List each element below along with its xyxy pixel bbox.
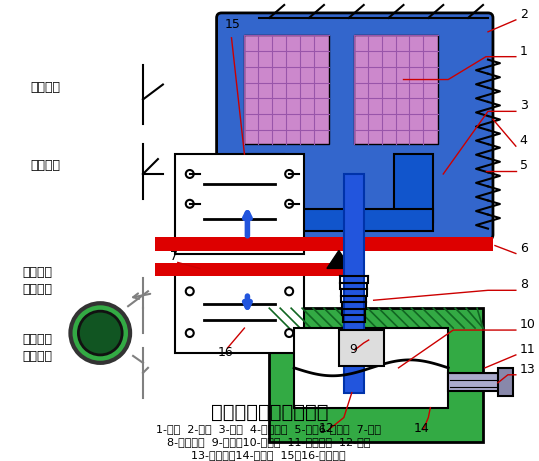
Text: 15: 15 (225, 18, 240, 31)
Bar (448, 373, 508, 391)
Bar (155, 236, 493, 250)
Bar (498, 368, 513, 396)
Text: 16: 16 (218, 346, 233, 359)
Text: 通电延时型时间继电器: 通电延时型时间继电器 (211, 403, 328, 422)
Text: 延时断开
常闭触头: 延时断开 常闭触头 (23, 266, 53, 296)
Text: 9: 9 (349, 343, 357, 356)
Text: 8-塔形弹簧  9-弱弹簧10-橡皮膜  11-空气室壁  12-活塞: 8-塔形弹簧 9-弱弹簧10-橡皮膜 11-空气室壁 12-活塞 (167, 437, 370, 448)
Text: 1-线圈  2-铁心  3-衔铁  4-反力弹簧  5-推板6-活塞杆  7-杠杆: 1-线圈 2-铁心 3-衔铁 4-反力弹簧 5-推板6-活塞杆 7-杠杆 (156, 425, 381, 434)
Text: 14: 14 (413, 422, 429, 436)
Text: 10: 10 (520, 318, 536, 331)
Text: 3: 3 (520, 100, 528, 112)
Bar (175, 154, 304, 254)
Bar (344, 174, 364, 393)
Bar (354, 35, 438, 144)
Text: 13: 13 (520, 363, 536, 376)
Bar (339, 330, 384, 366)
Text: 2: 2 (520, 8, 528, 21)
Bar (155, 263, 354, 277)
Text: 4: 4 (520, 134, 528, 147)
Bar (175, 273, 304, 353)
Text: 13-调节螺杆14-进气孔  15、16-微动开关: 13-调节螺杆14-进气孔 15、16-微动开关 (191, 450, 345, 461)
Bar (270, 308, 483, 443)
Bar (393, 154, 433, 222)
Bar (244, 209, 433, 230)
Text: 瞬动常开: 瞬动常开 (31, 82, 61, 95)
Polygon shape (327, 250, 351, 268)
Bar (244, 35, 329, 144)
Text: 12: 12 (319, 422, 335, 436)
Text: 7: 7 (170, 250, 178, 264)
Circle shape (71, 303, 130, 363)
FancyBboxPatch shape (217, 13, 493, 240)
Bar (294, 328, 448, 408)
Text: 瞬动常闭: 瞬动常闭 (31, 159, 61, 172)
Circle shape (78, 311, 122, 355)
Text: 延时闭合
常开触头: 延时闭合 常开触头 (23, 333, 53, 363)
Bar (244, 154, 284, 222)
Text: 1: 1 (520, 45, 528, 58)
Text: 11: 11 (520, 343, 536, 356)
Text: 8: 8 (520, 278, 528, 291)
Text: 5: 5 (520, 159, 528, 172)
Text: 6: 6 (520, 242, 528, 254)
